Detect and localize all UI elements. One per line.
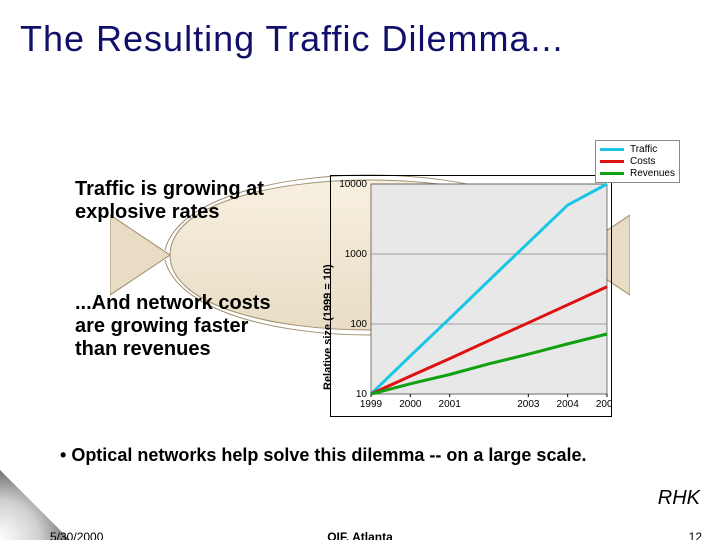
- footer-center: OIF, Atlanta: [0, 530, 720, 540]
- slide-title: The Resulting Traffic Dilemma...: [20, 18, 564, 60]
- legend-swatch: [600, 148, 624, 151]
- svg-text:2005: 2005: [596, 399, 611, 410]
- svg-text:2001: 2001: [439, 399, 462, 410]
- chart-y-axis-label: Relative size (1999 = 10): [322, 264, 334, 390]
- legend-item: Revenues: [600, 168, 675, 179]
- legend-swatch: [600, 160, 624, 163]
- logo-rhk: RHK: [658, 487, 700, 510]
- legend-item: Costs: [600, 156, 675, 167]
- svg-text:2000: 2000: [399, 399, 422, 410]
- footer-page: 12: [689, 530, 702, 540]
- chart-legend: TrafficCostsRevenues: [595, 140, 680, 183]
- traffic-chart: 10100100010000199920002001200320042005: [330, 175, 612, 417]
- svg-text:2003: 2003: [517, 399, 540, 410]
- legend-label: Revenues: [630, 168, 675, 179]
- bullet-optical: Optical networks help solve this dilemma…: [60, 445, 640, 466]
- legend-label: Traffic: [630, 144, 657, 155]
- legend-item: Traffic: [600, 144, 675, 155]
- svg-text:1999: 1999: [360, 399, 383, 410]
- svg-text:10000: 10000: [339, 179, 367, 190]
- svg-text:100: 100: [350, 319, 367, 330]
- text-traffic-growth: Traffic is growing at explosive rates: [75, 178, 290, 224]
- legend-label: Costs: [630, 156, 656, 167]
- legend-swatch: [600, 172, 624, 175]
- svg-text:1000: 1000: [345, 249, 368, 260]
- text-costs-growth: ...And network costs are growing faster …: [75, 292, 290, 361]
- svg-text:2004: 2004: [557, 399, 580, 410]
